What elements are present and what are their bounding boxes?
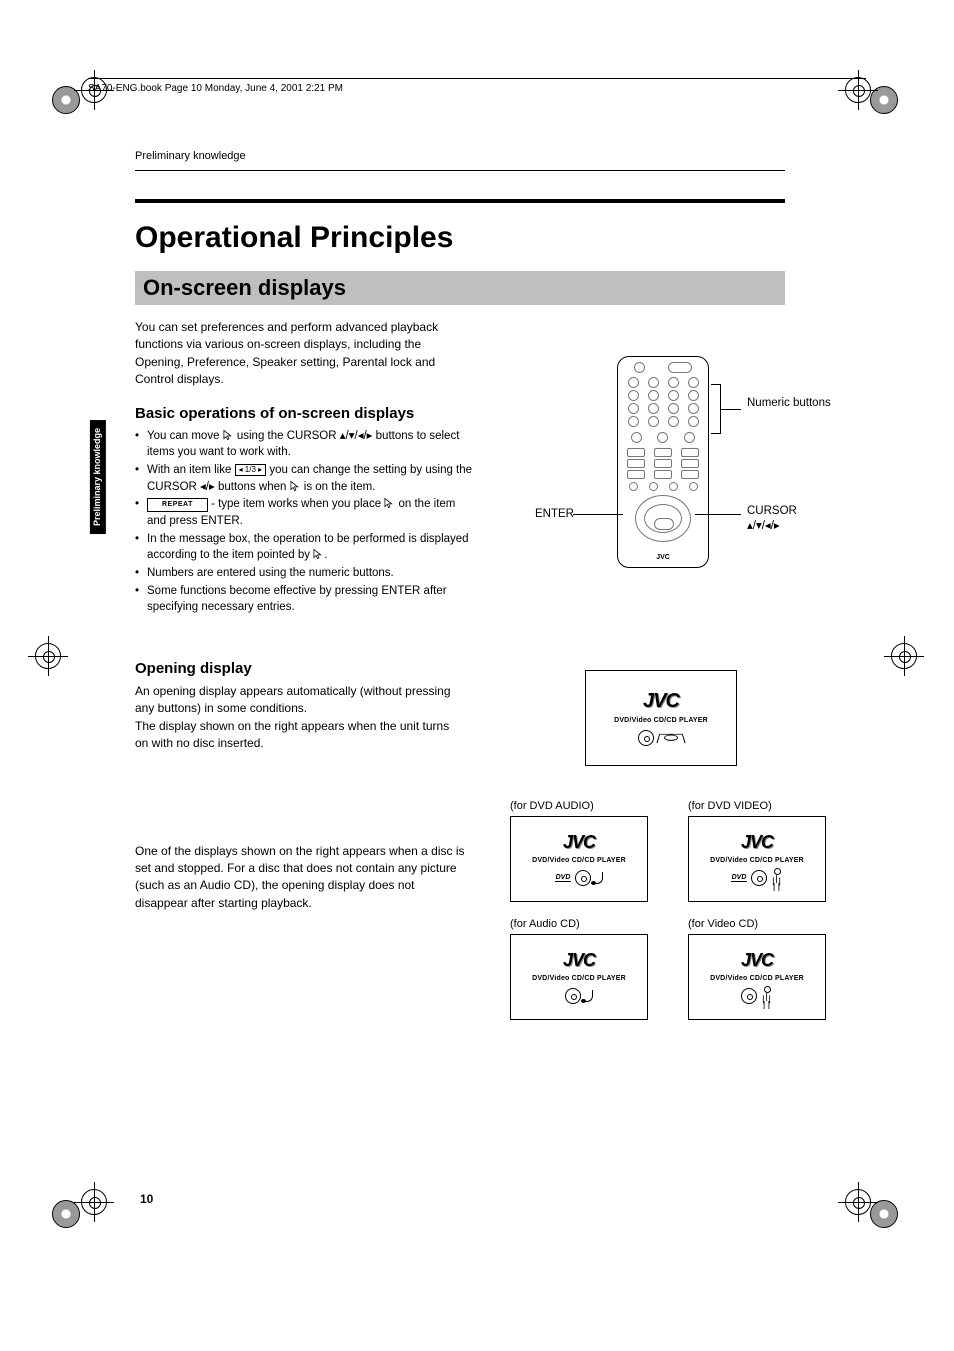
callout-enter: ENTER <box>535 507 574 522</box>
jvc-logo: JVC <box>643 690 679 713</box>
jvc-subtitle: DVD/Video CD/CD PLAYER <box>614 717 708 724</box>
dvd-badge: DVD <box>731 874 748 882</box>
callout-numeric: Numeric buttons <box>747 396 831 411</box>
music-note-icon <box>585 990 593 1002</box>
cursor-arrow-icon <box>313 548 324 560</box>
section-heading: On-screen displays <box>135 271 785 305</box>
music-note-icon <box>595 872 603 884</box>
crop-mark <box>884 636 924 676</box>
opening-p1: An opening display appears automatically… <box>135 683 465 753</box>
screen-audio-cd: JVC DVD/Video CD/CD PLAYER <box>510 934 648 1020</box>
opening-heading: Opening display <box>135 660 855 677</box>
side-tab: Preliminary knowledge <box>90 420 106 534</box>
screen-label: (for Video CD) <box>688 918 826 930</box>
setting-indicator-box: ◂ 1/3 ▸ <box>235 464 267 476</box>
divider-thick <box>135 199 785 203</box>
disc-tray-icon <box>638 730 684 746</box>
bullet-item: REPEAT - type item works when you place … <box>135 496 475 529</box>
bullet-item: Numbers are entered using the numeric bu… <box>135 565 475 582</box>
remote-diagram: JVC Numeric buttons ENTER CURSOR ▴/▾/◂/▸ <box>595 356 890 586</box>
callout-line <box>721 409 741 410</box>
crop-mark <box>74 1182 114 1222</box>
screen-label: (for DVD VIDEO) <box>688 800 826 812</box>
crop-mark <box>838 1182 878 1222</box>
header-text: SA70-ENG.book Page 10 Monday, June 4, 20… <box>88 83 343 94</box>
cursor-arrow-icon <box>290 480 301 492</box>
remote-dpad <box>635 495 691 542</box>
bullet-item: Some functions become effective by press… <box>135 583 475 616</box>
breadcrumb: Preliminary knowledge <box>135 150 785 162</box>
person-icon <box>771 870 783 886</box>
disc-icon <box>575 870 591 886</box>
crop-mark <box>28 636 68 676</box>
screen-label: (for Audio CD) <box>510 918 648 930</box>
page-title: Operational Principles <box>135 221 785 255</box>
disc-icon <box>565 988 581 1004</box>
screen-video-cd: JVC DVD/Video CD/CD PLAYER <box>688 934 826 1020</box>
callout-line <box>695 514 741 515</box>
callout-cursor: CURSOR ▴/▾/◂/▸ <box>747 504 797 534</box>
bullet-list: You can move using the CURSOR ▴/▾/◂/▸ bu… <box>135 428 475 616</box>
disc-type-screens: (for DVD AUDIO) JVC DVD/Video CD/CD PLAY… <box>510 800 850 1032</box>
disc-icon <box>741 988 757 1004</box>
screen-dvd-video: JVC DVD/Video CD/CD PLAYER DVD <box>688 816 826 902</box>
cursor-arrow-icon <box>223 429 234 441</box>
page-number: 10 <box>140 1192 153 1206</box>
cursor-arrow-icon <box>384 497 395 509</box>
bullet-item: With an item like ◂ 1/3 ▸ you can change… <box>135 462 475 495</box>
bullet-item: You can move using the CURSOR ▴/▾/◂/▸ bu… <box>135 428 475 461</box>
bullet-item: In the message box, the operation to be … <box>135 531 475 564</box>
repeat-box: REPEAT <box>147 498 208 512</box>
remote-logo: JVC <box>618 554 708 561</box>
page-header-line: SA70-ENG.book Page 10 Monday, June 4, 20… <box>88 78 866 94</box>
intro-paragraph: You can set preferences and perform adva… <box>135 319 465 389</box>
screen-dvd-audio: JVC DVD/Video CD/CD PLAYER DVD <box>510 816 648 902</box>
disc-icon <box>751 870 767 886</box>
person-icon <box>761 988 773 1004</box>
opening-p2: One of the displays shown on the right a… <box>135 843 465 913</box>
opening-screen-no-disc: JVC DVD/Video CD/CD PLAYER <box>585 670 737 766</box>
callout-line <box>573 514 623 515</box>
screen-label: (for DVD AUDIO) <box>510 800 648 812</box>
dvd-badge: DVD <box>555 874 572 882</box>
remote-body: JVC <box>617 356 709 568</box>
callout-bracket <box>711 384 721 434</box>
